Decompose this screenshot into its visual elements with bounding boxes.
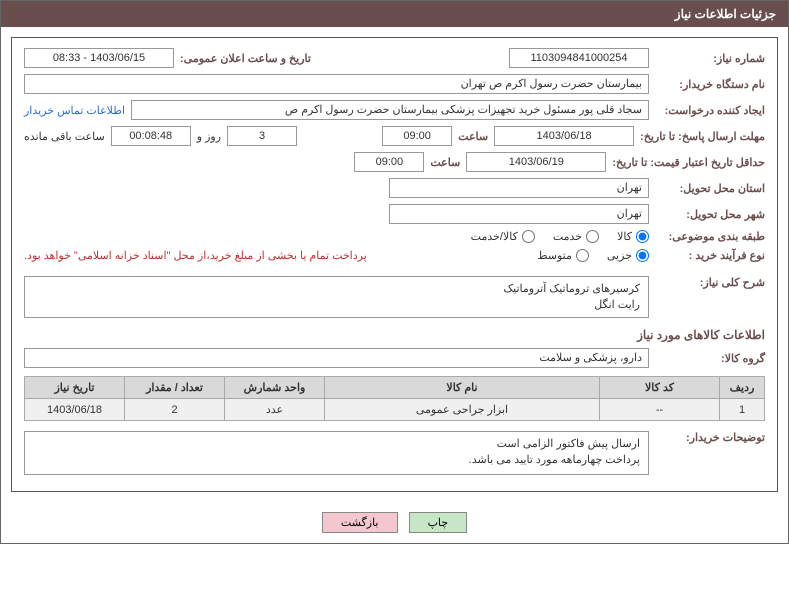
announce-field: 1403/06/15 - 08:33 <box>24 48 174 68</box>
deadline-label: مهلت ارسال پاسخ: تا تاریخ: <box>640 130 765 143</box>
cell-qty: 2 <box>125 399 225 421</box>
radio-service-label: خدمت <box>553 230 582 243</box>
footer-buttons: چاپ بازگشت <box>1 502 788 543</box>
validity-date-field: 1403/06/19 <box>466 152 606 172</box>
cell-date: 1403/06/18 <box>25 399 125 421</box>
table-header-row: ردیف کد کالا نام کالا واحد شمارش تعداد /… <box>25 377 765 399</box>
buyer-notes-label: توضیحات خریدار: <box>655 431 765 444</box>
radio-medium-input[interactable] <box>576 249 589 262</box>
radio-goods[interactable]: کالا <box>617 230 649 243</box>
th-qty: تعداد / مقدار <box>125 377 225 399</box>
cell-unit: عدد <box>225 399 325 421</box>
time-label-2: ساعت <box>430 156 460 169</box>
panel-header: جزئیات اطلاعات نیاز <box>1 1 788 27</box>
validity-time-field: 09:00 <box>354 152 424 172</box>
back-button[interactable]: بازگشت <box>322 512 398 533</box>
radio-partial-label: جزیی <box>607 249 632 262</box>
province-label: استان محل تحویل: <box>655 182 765 195</box>
cell-name: ابزار جراحی عمومی <box>325 399 600 421</box>
radio-goods-label: کالا <box>617 230 632 243</box>
radio-goods-service[interactable]: کالا/خدمت <box>471 230 535 243</box>
need-number-field: 1103094841000254 <box>509 48 649 68</box>
deadline-time-field: 09:00 <box>382 126 452 146</box>
process-radio-group: جزیی متوسط <box>537 249 649 262</box>
deadline-date-field: 1403/06/18 <box>494 126 634 146</box>
buyer-org-field: بیمارستان حضرت رسول اکرم ص تهران <box>24 74 649 94</box>
th-code: کد کالا <box>600 377 720 399</box>
contact-buyer-link[interactable]: اطلاعات تماس خریدار <box>24 104 125 117</box>
goods-info-title: اطلاعات کالاهای مورد نیاز <box>24 328 765 342</box>
goods-table: ردیف کد کالا نام کالا واحد شمارش تعداد /… <box>24 376 765 421</box>
goods-group-label: گروه کالا: <box>655 352 765 365</box>
th-date: تاریخ نیاز <box>25 377 125 399</box>
buyer-org-label: نام دستگاه خریدار: <box>655 78 765 91</box>
province-field: تهران <box>389 178 649 198</box>
radio-goods-input[interactable] <box>636 230 649 243</box>
th-row: ردیف <box>720 377 765 399</box>
announce-label: تاریخ و ساعت اعلان عمومی: <box>180 52 311 65</box>
time-label-1: ساعت <box>458 130 488 143</box>
time-remaining-field: 00:08:48 <box>111 126 191 146</box>
cell-code: -- <box>600 399 720 421</box>
days-remaining-field: 3 <box>227 126 297 146</box>
radio-medium[interactable]: متوسط <box>537 249 589 262</box>
days-and-label: روز و <box>197 130 221 143</box>
buyer-notes-field: ارسال پیش فاکتور الزامی است پرداخت چهارم… <box>24 431 649 475</box>
requester-field: سجاد قلی پور مسئول خرید تجهیزات پزشکی بی… <box>131 100 649 120</box>
cell-row: 1 <box>720 399 765 421</box>
th-unit: واحد شمارش <box>225 377 325 399</box>
category-label: طبقه بندی موضوعی: <box>655 230 765 243</box>
radio-service-input[interactable] <box>586 230 599 243</box>
radio-service[interactable]: خدمت <box>553 230 599 243</box>
city-label: شهر محل تحویل: <box>655 208 765 221</box>
city-field: تهران <box>389 204 649 224</box>
desc-label: شرح کلی نیاز: <box>655 276 765 289</box>
payment-note: پرداخت تمام یا بخشی از مبلغ خرید،از محل … <box>24 249 367 262</box>
need-number-label: شماره نیاز: <box>655 52 765 65</box>
table-row: 1 -- ابزار جراحی عمومی عدد 2 1403/06/18 <box>25 399 765 421</box>
desc-field: کرسیرهای تروماتیک آتروماتیک رایت انگل <box>24 276 649 318</box>
category-radio-group: کالا خدمت کالا/خدمت <box>471 230 649 243</box>
radio-goods-service-input[interactable] <box>522 230 535 243</box>
radio-partial[interactable]: جزیی <box>607 249 649 262</box>
goods-group-field: دارو، پزشکی و سلامت <box>24 348 649 368</box>
validity-label: حداقل تاریخ اعتبار قیمت: تا تاریخ: <box>612 156 765 169</box>
print-button[interactable]: چاپ <box>409 512 468 533</box>
time-remaining-label: ساعت باقی مانده <box>24 130 105 143</box>
radio-partial-input[interactable] <box>636 249 649 262</box>
th-name: نام کالا <box>325 377 600 399</box>
radio-medium-label: متوسط <box>537 249 572 262</box>
main-panel: شماره نیاز: 1103094841000254 تاریخ و ساع… <box>11 37 778 492</box>
process-label: نوع فرآیند خرید : <box>655 249 765 262</box>
radio-goods-service-label: کالا/خدمت <box>471 230 518 243</box>
requester-label: ایجاد کننده درخواست: <box>655 104 765 117</box>
